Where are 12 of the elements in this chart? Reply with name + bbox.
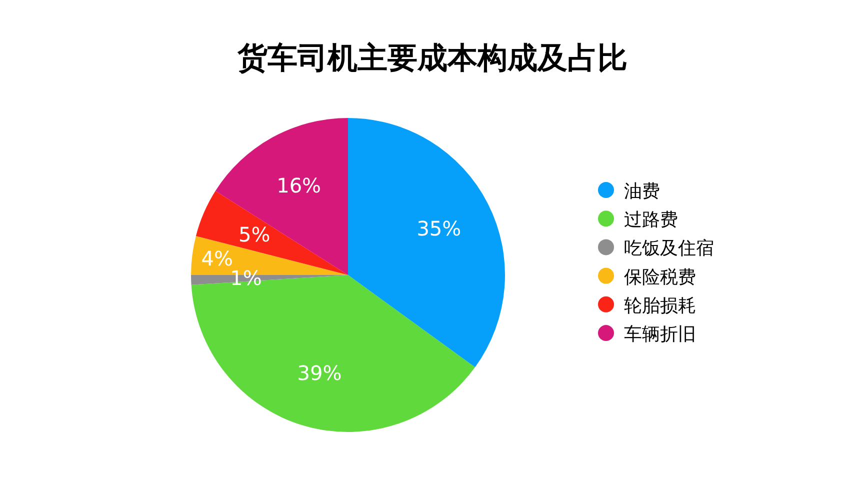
- legend-label: 保险税费: [624, 266, 696, 288]
- legend-label: 油费: [624, 181, 660, 202]
- data-label: 5%: [238, 222, 270, 246]
- data-label: 35%: [416, 216, 462, 241]
- legend-label: 车辆折旧: [624, 324, 696, 345]
- data-label: 4%: [201, 246, 234, 270]
- legend-label: 吃饭及住宿: [624, 238, 714, 260]
- data-label: 16%: [276, 174, 322, 198]
- data-label: 39%: [297, 361, 342, 385]
- chart-title: 货车司机主要成本构成及占比: [236, 41, 628, 76]
- legend-label: 过路费: [624, 210, 678, 231]
- legend-label: 轮胎损耗: [624, 295, 696, 316]
